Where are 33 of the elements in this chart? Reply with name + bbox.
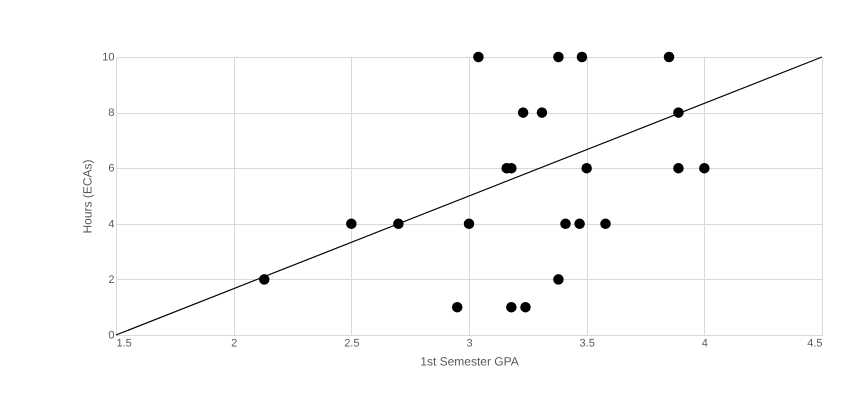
point [699, 162, 710, 174]
point [452, 302, 462, 312]
y-tick-label: 0 [108, 330, 114, 342]
point [574, 218, 585, 230]
x-tick-label: 4.5 [807, 338, 822, 350]
x-tick-label: 3.5 [580, 338, 595, 350]
point [518, 107, 528, 118]
point [464, 218, 474, 230]
y-axis-title: Hours (ECAs) [80, 159, 94, 234]
x-axis-title: 1st Semester GPA [420, 354, 519, 368]
point [673, 162, 684, 174]
point [506, 302, 517, 312]
point [553, 274, 564, 285]
x-tick-label: 2.5 [344, 338, 360, 350]
x-tick-label: 4 [702, 338, 708, 350]
point [520, 302, 531, 312]
point [346, 218, 357, 230]
y-tick-label: 4 [108, 218, 114, 230]
point [600, 218, 611, 230]
y-tick-label: 6 [108, 162, 114, 175]
point [664, 52, 674, 62]
x-tick-label: 3 [466, 338, 473, 350]
point [553, 52, 564, 62]
point [536, 107, 548, 118]
y-tick-label: 2 [108, 274, 114, 286]
point [560, 218, 571, 230]
point [473, 52, 484, 62]
point [581, 162, 592, 174]
y-tick-label: 8 [108, 107, 114, 120]
x-tick-label: 1.5 [116, 338, 132, 350]
y-tick-label: 10 [102, 52, 114, 64]
point [576, 52, 588, 62]
x-tick-label: 2 [231, 338, 238, 350]
